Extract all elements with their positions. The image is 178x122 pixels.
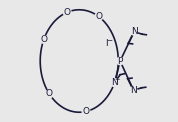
Circle shape [131, 28, 138, 35]
Circle shape [130, 87, 137, 94]
Circle shape [63, 8, 71, 16]
Circle shape [40, 36, 48, 43]
Text: −: − [107, 38, 113, 44]
Circle shape [82, 108, 90, 115]
Circle shape [45, 90, 53, 98]
Text: N: N [130, 86, 137, 95]
Text: +: + [115, 77, 120, 83]
Text: O: O [40, 35, 47, 44]
Text: N: N [131, 27, 138, 36]
Circle shape [116, 57, 124, 65]
Text: N: N [111, 78, 118, 87]
Text: O: O [95, 12, 102, 21]
Text: O: O [83, 107, 90, 116]
Text: O: O [46, 89, 53, 98]
Circle shape [95, 13, 103, 20]
Text: I: I [105, 39, 108, 48]
Text: O: O [64, 8, 71, 17]
Circle shape [111, 79, 119, 86]
Text: P: P [117, 56, 123, 66]
